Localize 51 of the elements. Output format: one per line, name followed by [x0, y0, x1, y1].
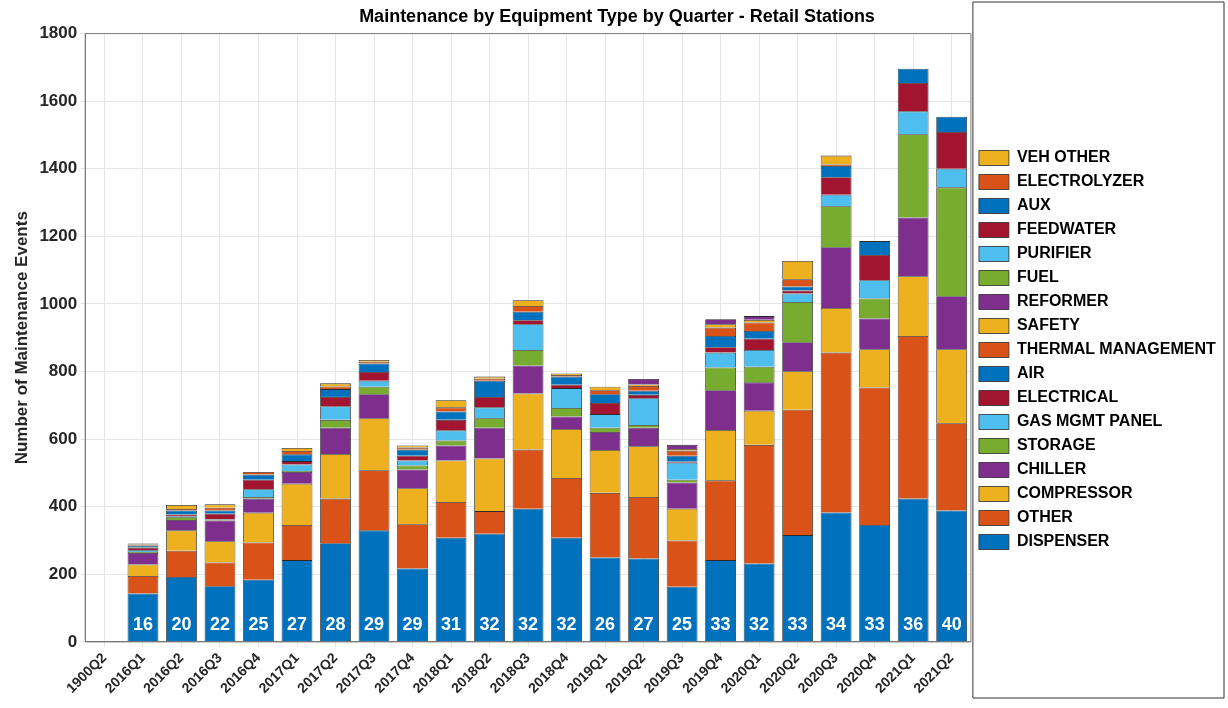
annotation: 32	[556, 613, 577, 634]
y-tick-label: 200	[48, 563, 78, 583]
legend-label: OTHER	[1016, 508, 1074, 526]
legend-label: ELECTROLYZER	[1016, 172, 1145, 190]
annotation: 27	[287, 613, 308, 634]
legend-label: AIR	[1016, 364, 1045, 382]
annotation: 34	[826, 613, 847, 634]
annotation: 32	[479, 613, 500, 634]
annotation: 40	[941, 613, 962, 634]
annotation: 31	[441, 613, 462, 634]
legend-label: FUEL	[1016, 268, 1059, 286]
annotation: 20	[171, 613, 192, 634]
legend-label: ELECTRICAL	[1016, 388, 1119, 406]
annotation: 27	[633, 613, 654, 634]
legend-label: REFORMER	[1016, 292, 1109, 310]
y-tick-label: 800	[48, 361, 78, 381]
legend-label: DISPENSER	[1016, 532, 1110, 550]
chart-title: Maintenance by Equipment Type by Quarter - Retail Stations	[359, 5, 875, 26]
y-tick-label: 1600	[39, 90, 78, 110]
annotation: 36	[903, 613, 924, 634]
y-axis-title: Number of Maintenance Events	[11, 211, 31, 465]
y-tick-label: 600	[48, 428, 78, 448]
legend-label: PURIFIER	[1016, 244, 1093, 262]
y-tick-label: 1000	[39, 293, 78, 313]
annotation: 25	[672, 613, 693, 634]
annotation: 33	[864, 613, 885, 634]
y-tick-label: 0	[67, 631, 78, 651]
legend-label: FEEDWATER	[1016, 220, 1117, 238]
y-tick-label: 400	[48, 496, 78, 516]
legend-label: AUX	[1016, 196, 1052, 214]
annotation: 25	[248, 613, 269, 634]
annotation: 33	[787, 613, 808, 634]
legend-label: VEH OTHER	[1016, 148, 1111, 166]
legend-label: THERMAL MANAGEMENT	[1016, 340, 1216, 358]
annotation: 28	[325, 613, 346, 634]
legend-label: COMPRESSOR	[1016, 484, 1133, 502]
y-tick-label: 1800	[39, 23, 78, 43]
annotation: 32	[518, 613, 539, 634]
annotation: 26	[595, 613, 616, 634]
legend-label: CHILLER	[1016, 460, 1087, 478]
annotation: 32	[749, 613, 770, 634]
legend-label: STORAGE	[1016, 436, 1097, 454]
legend-label: SAFETY	[1016, 316, 1081, 334]
annotation: 16	[132, 613, 153, 634]
annotation: 33	[710, 613, 731, 634]
y-tick-label: 1400	[39, 158, 78, 178]
annotation: 22	[209, 613, 231, 634]
annotation: 29	[364, 613, 385, 634]
annotation: 29	[402, 613, 423, 634]
y-tick-label: 1200	[39, 226, 78, 246]
legend-label: GAS MGMT PANEL	[1016, 412, 1163, 430]
